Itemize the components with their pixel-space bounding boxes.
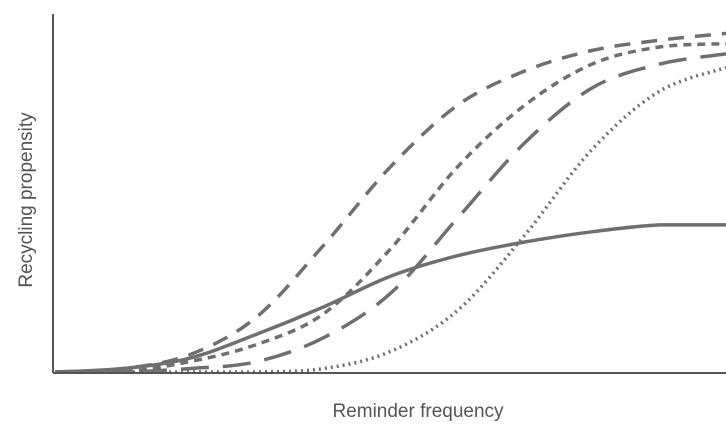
- series-line-long-dashed: [55, 52, 726, 374]
- y-axis-label: Recycling propensity: [16, 112, 37, 288]
- series-line-solid: [54, 223, 726, 374]
- series-line-dotted: [55, 65, 726, 374]
- x-axis-label: Reminder frequency: [332, 401, 504, 422]
- series-line-short-dashed: [55, 41, 726, 374]
- series-line-dashed: [54, 31, 726, 374]
- series-group: [54, 31, 726, 374]
